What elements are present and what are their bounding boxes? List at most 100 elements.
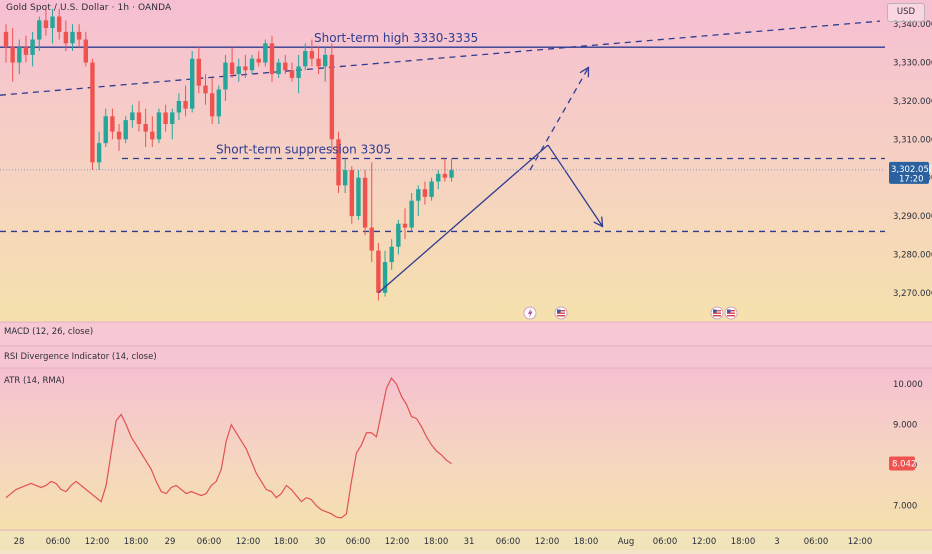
time-tick-label: 18:00 (574, 537, 599, 547)
rsi-pane-label[interactable]: RSI Divergence Indicator (14, close) (4, 352, 157, 362)
candle-body (409, 200, 414, 228)
candle-body (203, 85, 208, 94)
candle-body (96, 143, 102, 163)
candle-body (416, 189, 421, 201)
candle-body (309, 51, 315, 59)
candle-body (176, 100, 182, 113)
candle-body (376, 250, 381, 293)
candle-body (402, 223, 408, 228)
candle-body (76, 31, 82, 40)
atr-value-tag[interactable]: 8.042 (889, 456, 916, 471)
atr-tick-label: 10.000 (893, 380, 923, 390)
candle-body (37, 20, 42, 40)
candle-body (103, 116, 108, 144)
candle-body (316, 58, 321, 67)
candle-body (442, 173, 448, 178)
candle-body (369, 227, 374, 251)
candle-body (156, 112, 162, 140)
us-flag-icon[interactable] (554, 306, 568, 320)
price-tick-label: 3,270.000 (893, 289, 932, 299)
candle-body (422, 189, 428, 197)
candle-body (170, 112, 175, 124)
candle-body (276, 62, 281, 75)
time-tick-label: 06:00 (197, 537, 222, 547)
candle-body (223, 62, 228, 90)
projection-arrow-up[interactable] (529, 68, 588, 171)
candle-body (429, 181, 434, 197)
candle-body (196, 58, 202, 86)
candle-body (123, 120, 128, 140)
candle-body (263, 43, 268, 63)
us-flag-icon[interactable] (710, 306, 724, 320)
time-tick-label: 18:00 (731, 537, 756, 547)
price-tick-label: 3,340.000 (893, 20, 932, 30)
price-tick-label: 3,330.000 (893, 59, 932, 69)
trend-line-dashed[interactable] (0, 20, 881, 96)
time-tick-label: Aug (618, 537, 635, 547)
time-tick-label: 06:00 (653, 537, 678, 547)
lightning-icon[interactable] (523, 306, 537, 320)
time-tick-label: 18:00 (124, 537, 149, 547)
candle-body (336, 139, 341, 186)
candle-body (236, 66, 241, 75)
candle-body (256, 58, 261, 63)
macd-pane-label[interactable]: MACD (12, 26, close) (4, 327, 94, 337)
candle-body (70, 31, 75, 44)
candle-body (209, 93, 215, 117)
candle-body (356, 177, 361, 217)
candle-body (362, 177, 368, 228)
candle-body (303, 51, 308, 67)
time-tick-label: 12:00 (236, 537, 261, 547)
time-tick-label: 12:00 (848, 537, 873, 547)
atr-last-value: 8.042 (892, 459, 916, 469)
candle-body (216, 89, 221, 117)
annotation-label: Short-term suppression 3305 (216, 143, 391, 157)
candle-body (289, 70, 295, 78)
time-tick-label: 29 (165, 537, 176, 547)
time-tick-label: 12:00 (535, 537, 560, 547)
us-flag-icon[interactable] (724, 306, 738, 320)
atr-pane-label[interactable]: ATR (14, RMA) (4, 376, 65, 386)
time-tick-label: 12:00 (85, 537, 110, 547)
time-tick-label: 3 (774, 537, 779, 547)
currency-button[interactable]: USD (887, 3, 925, 22)
candle-body (17, 47, 22, 63)
candle-body (23, 47, 29, 55)
time-tick-label: 12:00 (385, 537, 410, 547)
candle-body (83, 39, 88, 63)
candle-body (329, 54, 335, 140)
candle-body (63, 31, 69, 44)
projection-arrow-down[interactable] (547, 144, 602, 226)
last-price-value: 3,302.050 (891, 165, 932, 175)
candle-body (150, 131, 155, 140)
time-tick-label: 12:00 (692, 537, 717, 547)
atr-tick-label: 7.000 (893, 502, 917, 512)
bar-countdown: 17:20 (899, 174, 924, 184)
time-tick-label: 06:00 (496, 537, 521, 547)
time-tick-label: 18:00 (424, 537, 449, 547)
candle-body (323, 54, 328, 67)
candle-body (229, 62, 235, 75)
candle-body (396, 223, 401, 247)
candle-body (190, 58, 195, 109)
candle-body (436, 173, 441, 182)
candle-body (349, 170, 354, 217)
candle-body (110, 116, 115, 132)
price-tick-label: 3,290.000 (893, 212, 932, 222)
candle-body (283, 62, 288, 71)
time-tick-label: 28 (14, 537, 25, 547)
candle-body (449, 170, 454, 178)
price-tick-label: 3,320.000 (893, 97, 932, 107)
candle-body (389, 246, 394, 263)
price-tick-label: 3,310.000 (893, 135, 932, 145)
time-tick-label: 06:00 (346, 537, 371, 547)
candle-body (342, 170, 348, 186)
candle-body (382, 262, 388, 293)
candle-body (183, 100, 188, 109)
price-tick-label: 3,280.000 (893, 250, 932, 260)
time-tick-label: 18:00 (274, 537, 299, 547)
time-tick-label: 30 (315, 537, 326, 547)
